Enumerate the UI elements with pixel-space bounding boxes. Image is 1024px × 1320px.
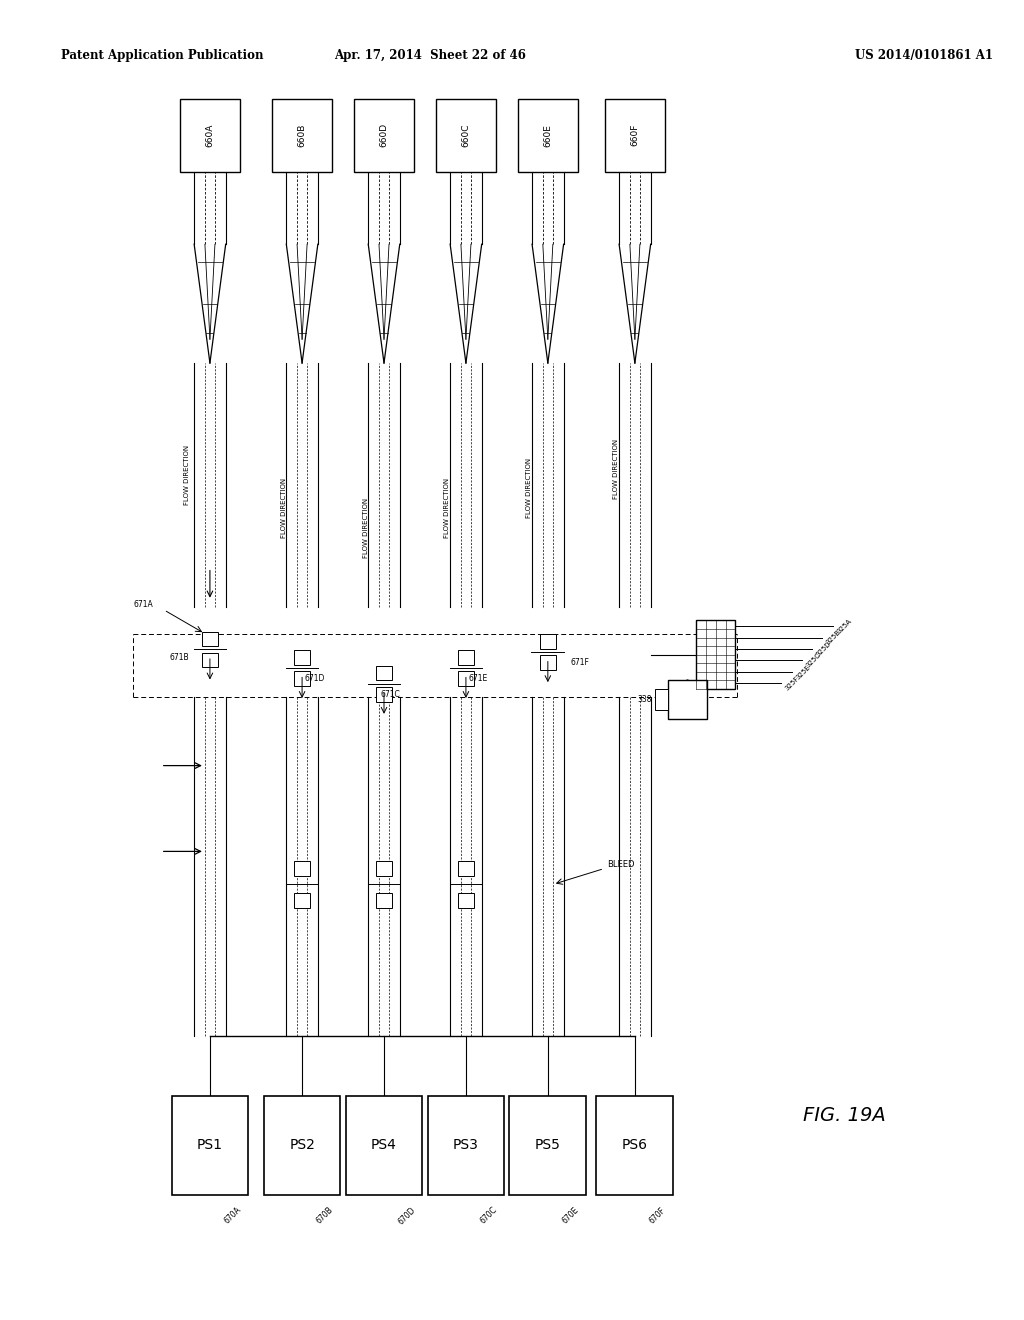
Bar (294, 651, 310, 665)
Text: 671F: 671F (570, 659, 589, 667)
Bar (458, 892, 474, 908)
Bar (376, 892, 392, 908)
Text: PS2: PS2 (289, 1138, 315, 1152)
Text: FLOW DIRECTION: FLOW DIRECTION (526, 458, 532, 519)
Text: 338: 338 (638, 696, 652, 704)
Text: Patent Application Publication: Patent Application Publication (61, 49, 264, 62)
Text: 671B: 671B (170, 653, 189, 661)
Text: FLOW DIRECTION: FLOW DIRECTION (281, 478, 287, 539)
Text: 670F: 670F (647, 1205, 667, 1225)
Bar (294, 671, 310, 686)
Bar (346, 1096, 423, 1195)
Text: 670B: 670B (314, 1205, 335, 1225)
Bar (171, 1096, 248, 1195)
Text: 325C: 325C (805, 652, 822, 669)
Bar (376, 686, 392, 702)
Text: PS4: PS4 (371, 1138, 397, 1152)
Text: PS5: PS5 (535, 1138, 561, 1152)
Bar (294, 892, 310, 908)
Bar (540, 656, 556, 671)
Text: 660A: 660A (206, 124, 214, 147)
Text: 670D: 670D (396, 1205, 417, 1226)
Text: FIG. 19A: FIG. 19A (804, 1106, 886, 1125)
Text: 325F: 325F (784, 675, 801, 692)
Bar (696, 620, 735, 689)
Bar (202, 631, 218, 645)
Bar (458, 651, 474, 665)
Text: 671A: 671A (134, 601, 154, 609)
Bar (428, 1096, 505, 1195)
Text: FLOW DIRECTION: FLOW DIRECTION (184, 445, 190, 506)
Bar (294, 861, 310, 876)
Text: 670A: 670A (222, 1205, 243, 1225)
Text: PS3: PS3 (453, 1138, 479, 1152)
Bar (202, 653, 218, 668)
Text: 325D: 325D (815, 640, 833, 657)
Text: 670C: 670C (478, 1205, 499, 1225)
Text: 660F: 660F (631, 124, 639, 147)
Bar (596, 1096, 674, 1195)
Text: 325B: 325B (825, 630, 843, 645)
Text: PS6: PS6 (622, 1138, 648, 1152)
Text: Apr. 17, 2014  Sheet 22 of 46: Apr. 17, 2014 Sheet 22 of 46 (334, 49, 526, 62)
Bar (540, 635, 556, 648)
Bar (510, 1096, 586, 1195)
Bar (655, 689, 668, 710)
Text: BLEED: BLEED (607, 861, 635, 869)
Text: FLOW DIRECTION: FLOW DIRECTION (613, 438, 620, 499)
Text: 660E: 660E (544, 124, 552, 147)
Text: 325E: 325E (795, 664, 811, 680)
Bar (272, 99, 332, 172)
Text: 660D: 660D (380, 123, 388, 148)
Bar (458, 671, 474, 686)
Bar (354, 99, 414, 172)
Bar (668, 680, 707, 719)
Text: US 2014/0101861 A1: US 2014/0101861 A1 (855, 49, 993, 62)
Bar (180, 99, 240, 172)
Text: 671D: 671D (304, 675, 325, 682)
Bar (458, 861, 474, 876)
Bar (264, 1096, 340, 1195)
Text: 671E: 671E (469, 675, 488, 682)
Text: 660C: 660C (462, 124, 470, 147)
Bar (605, 99, 665, 172)
Bar (376, 667, 392, 681)
Text: 671C: 671C (381, 690, 400, 698)
Text: 670E: 670E (560, 1205, 581, 1225)
Bar (376, 861, 392, 876)
Text: FLOW DIRECTION: FLOW DIRECTION (362, 498, 369, 558)
Bar (436, 99, 496, 172)
Text: 660B: 660B (298, 124, 306, 147)
Text: PS1: PS1 (197, 1138, 223, 1152)
Text: 325A: 325A (836, 618, 853, 635)
Bar (518, 99, 578, 172)
Text: FLOW DIRECTION: FLOW DIRECTION (444, 478, 451, 539)
